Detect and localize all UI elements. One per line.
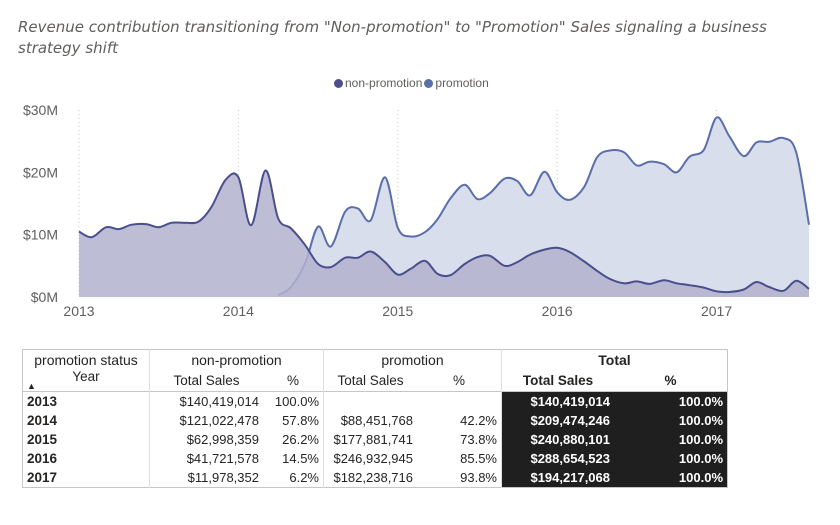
chart-areas	[78, 116, 810, 297]
cell-p-pct: 85.5%	[460, 451, 497, 466]
column-group-promotion: promotion	[323, 349, 502, 369]
cell-np-sales: $11,978,352	[149, 468, 263, 488]
cell-total-sales: $240,880,101	[501, 430, 614, 449]
row-year: 2014	[27, 413, 58, 428]
legend-item-promotion[interactable]: promotion	[424, 76, 489, 90]
cell-p-pct	[417, 391, 502, 411]
sales-matrix: promotion status non-promotion promotion…	[22, 349, 728, 488]
x-tick-label: 2017	[701, 303, 732, 319]
column-header[interactable]: Total Sales	[501, 369, 614, 392]
column-header[interactable]: %	[286, 372, 299, 388]
cell-p-pct: 42.2%	[460, 413, 497, 428]
y-tick-label: $0M	[31, 289, 58, 305]
y-axis: $0M $10M $20M $30M	[23, 102, 58, 305]
cell-np-pct: 57.8%	[282, 413, 319, 428]
cell-total-sales: $194,217,068	[501, 468, 614, 488]
column-group-non-promotion: non-promotion	[149, 349, 324, 369]
table-row: 2015 $62,998,359 26.2% $177,881,741 73.8…	[23, 430, 728, 449]
cell-total-sales: $140,419,014	[501, 391, 614, 411]
cell-p-sales: $88,451,768	[323, 411, 417, 430]
cell-total-sales: $288,654,523	[501, 449, 614, 468]
series-line-non-promotion[interactable]	[78, 169, 810, 294]
cell-np-sales: $62,998,359	[149, 430, 263, 449]
cell-total-pct: 100.0%	[614, 468, 728, 488]
corner-label: promotion status	[34, 351, 138, 368]
cell-np-pct: 100.0%	[263, 391, 324, 411]
table-row: 2016 $41,721,578 14.5% $246,932,945 85.5…	[23, 449, 728, 468]
cell-np-pct: 14.5%	[282, 451, 319, 466]
area-fill-promotion	[278, 117, 809, 297]
table-row: 2013 $140,419,014 100.0% $140,419,014 10…	[22, 391, 728, 411]
legend-label: non-promotion	[345, 76, 423, 90]
cell-p-sales	[323, 391, 417, 411]
cell-p-pct: 73.8%	[460, 432, 497, 447]
cell-total-pct: 100.0%	[614, 449, 728, 468]
row-year: 2015	[27, 432, 58, 447]
cell-np-sales: $41,721,578	[149, 449, 263, 468]
y-tick-label: $10M	[23, 227, 58, 243]
cell-total-sales: $209,474,246	[501, 411, 614, 430]
row-year: 2016	[27, 451, 58, 466]
cell-np-pct: 6.2%	[289, 470, 319, 485]
column-group-total: Total	[501, 349, 728, 369]
sort-ascending-icon[interactable]: ▲	[27, 381, 36, 391]
row-year: 2017	[27, 470, 58, 485]
x-axis: 2013 2014 2015 2016 2017	[63, 303, 732, 319]
cell-total-pct: 100.0%	[614, 411, 728, 430]
x-tick-label: 2015	[382, 303, 413, 319]
cell-p-sales: $177,881,741	[323, 430, 417, 449]
chart-title: Revenue contribution transitioning from …	[18, 18, 767, 57]
row-header-label: Year	[72, 369, 100, 384]
legend-dot-icon	[334, 78, 343, 88]
cell-p-pct: 93.8%	[460, 470, 497, 485]
cell-p-sales: $182,238,716	[323, 468, 417, 488]
legend-item-non-promotion[interactable]: non-promotion	[334, 76, 422, 90]
legend-label: promotion	[435, 76, 489, 90]
chart-legend[interactable]: non-promotion promotion	[334, 76, 489, 90]
y-tick-label: $20M	[23, 164, 58, 180]
x-tick-label: 2014	[223, 303, 254, 319]
column-header[interactable]: %	[452, 372, 465, 388]
legend-dot-icon	[424, 78, 434, 88]
cell-np-sales: $140,419,014	[149, 391, 263, 411]
series-line-promotion[interactable]	[277, 116, 810, 296]
row-header-year[interactable]: Year ▲	[23, 369, 150, 392]
area-chart[interactable]: $0M $10M $20M $30M 2013 2014 2015 2016 2017	[0, 95, 840, 325]
x-tick-label: 2016	[542, 303, 573, 319]
cell-np-sales: $121,022,478	[149, 411, 263, 430]
x-tick-label: 2013	[63, 303, 94, 319]
table-row: 2017 $11,978,352 6.2% $182,238,716 93.8%…	[23, 468, 728, 488]
table-row: 2014 $121,022,478 57.8% $88,451,768 42.2…	[23, 411, 728, 430]
row-year: 2013	[22, 391, 150, 411]
column-header[interactable]: Total Sales	[149, 369, 263, 392]
cell-total-pct: 100.0%	[614, 391, 728, 411]
column-header[interactable]: %	[664, 372, 677, 388]
cell-total-pct: 100.0%	[614, 430, 728, 449]
cell-p-sales: $246,932,945	[323, 449, 417, 468]
area-fill-non-promotion	[79, 170, 809, 297]
column-header[interactable]: Total Sales	[323, 369, 417, 392]
cell-np-pct: 26.2%	[282, 432, 319, 447]
y-tick-label: $30M	[23, 102, 58, 118]
